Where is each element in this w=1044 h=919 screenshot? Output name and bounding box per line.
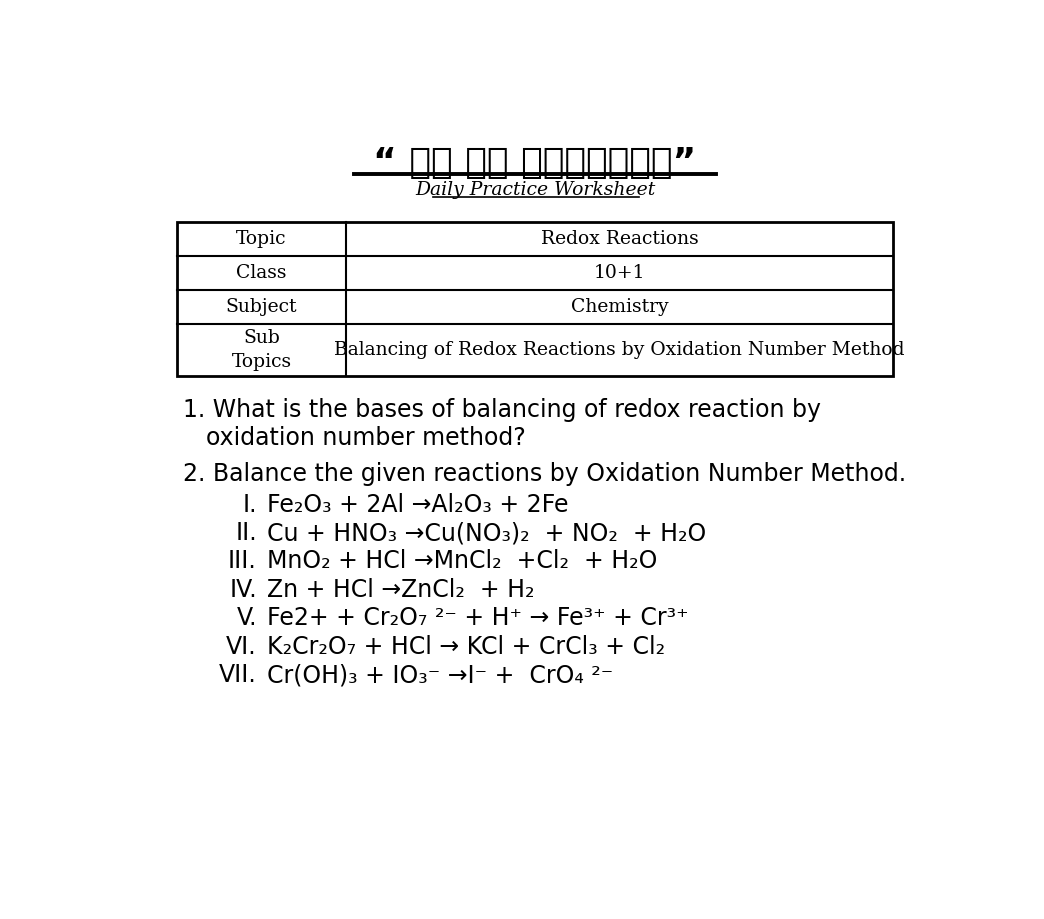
- Bar: [177, 221, 893, 376]
- Text: Class: Class: [236, 264, 287, 282]
- Text: 2. Balance the given reactions by Oxidation Number Method.: 2. Balance the given reactions by Oxidat…: [183, 461, 906, 486]
- Text: Redox Reactions: Redox Reactions: [541, 230, 698, 248]
- Text: Balancing of Redox Reactions by Oxidation Number Method: Balancing of Redox Reactions by Oxidatio…: [334, 341, 905, 358]
- Text: II.: II.: [235, 521, 257, 545]
- Text: Fe2+ + Cr₂O₇ ²⁻ + H⁺ → Fe³⁺ + Cr³⁺: Fe2+ + Cr₂O₇ ²⁻ + H⁺ → Fe³⁺ + Cr³⁺: [267, 607, 689, 630]
- Text: Topic: Topic: [236, 230, 287, 248]
- Text: III.: III.: [228, 550, 257, 573]
- Text: Cr(OH)₃ + IO₃⁻ →I⁻ +  CrO₄ ²⁻: Cr(OH)₃ + IO₃⁻ →I⁻ + CrO₄ ²⁻: [267, 664, 613, 687]
- Text: Fe₂O₃ + 2Al →Al₂O₃ + 2Fe: Fe₂O₃ + 2Al →Al₂O₃ + 2Fe: [267, 493, 568, 516]
- Text: Sub
Topics: Sub Topics: [232, 329, 291, 370]
- Text: 10+1: 10+1: [594, 264, 645, 282]
- Text: V.: V.: [236, 607, 257, 630]
- Text: Cu + HNO₃ →Cu(NO₃)₂  + NO₂  + H₂O: Cu + HNO₃ →Cu(NO₃)₂ + NO₂ + H₂O: [267, 521, 706, 545]
- Text: 1. What is the bases of balancing of redox reaction by: 1. What is the bases of balancing of red…: [183, 398, 822, 422]
- Text: K₂Cr₂O₇ + HCl → KCl + CrCl₃ + Cl₂: K₂Cr₂O₇ + HCl → KCl + CrCl₃ + Cl₂: [267, 635, 665, 659]
- Text: Chemistry: Chemistry: [571, 298, 668, 315]
- Text: IV.: IV.: [230, 578, 257, 602]
- Text: I.: I.: [242, 493, 257, 516]
- Text: oxidation number method?: oxidation number method?: [207, 426, 526, 450]
- Text: Daily Practice Worksheet: Daily Practice Worksheet: [414, 181, 656, 199]
- Text: Zn + HCl →ZnCl₂  + H₂: Zn + HCl →ZnCl₂ + H₂: [267, 578, 535, 602]
- Text: VII.: VII.: [219, 664, 257, 687]
- Text: “ हर घर पाठशाला”: “ हर घर पाठशाला”: [374, 145, 696, 179]
- Text: MnO₂ + HCl →MnCl₂  +Cl₂  + H₂O: MnO₂ + HCl →MnCl₂ +Cl₂ + H₂O: [267, 550, 658, 573]
- Text: Subject: Subject: [226, 298, 298, 315]
- Text: VI.: VI.: [227, 635, 257, 659]
